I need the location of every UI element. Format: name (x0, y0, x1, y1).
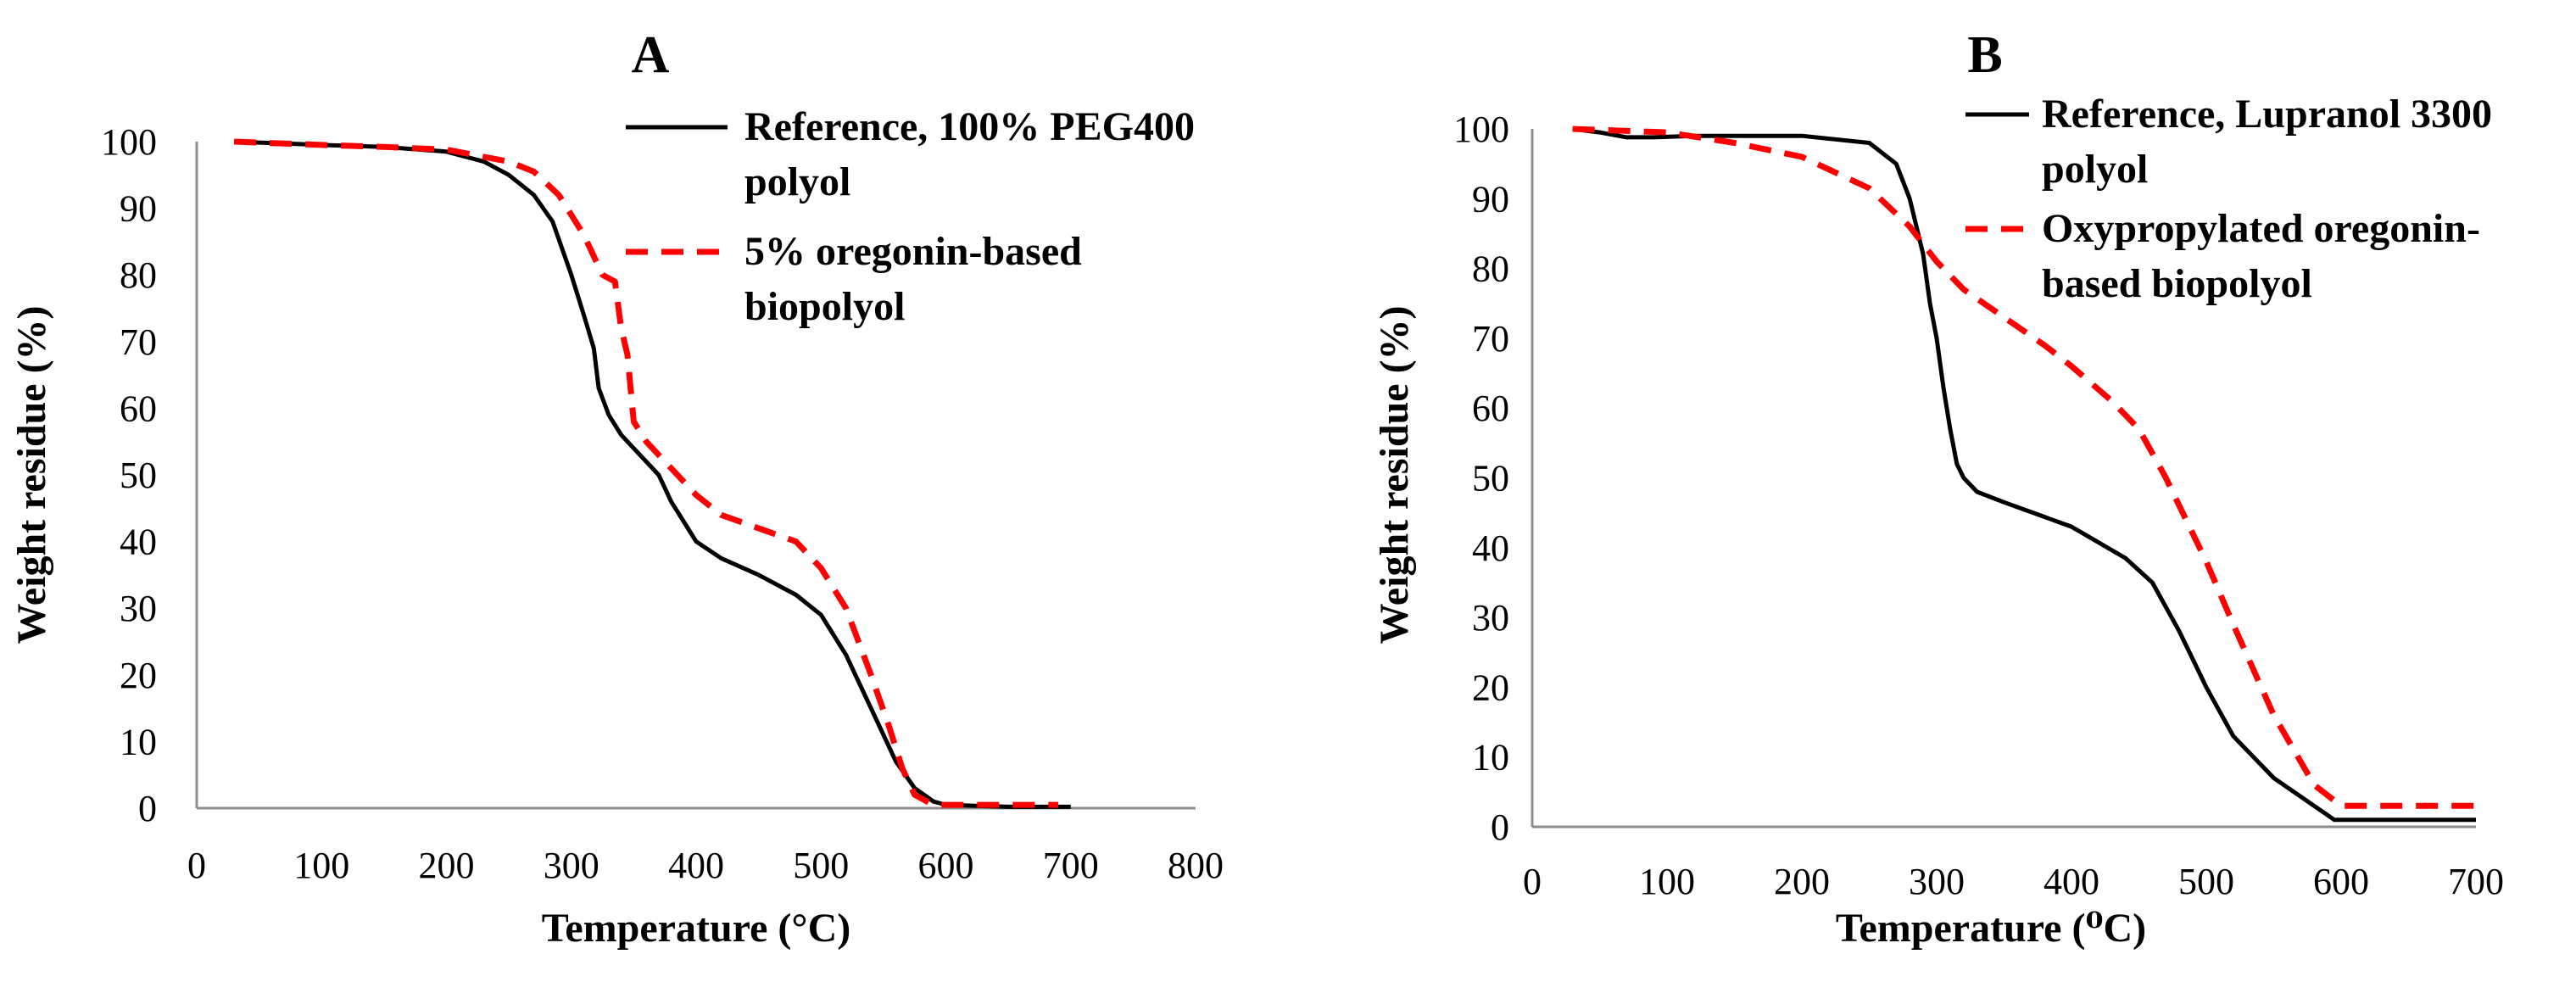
x-tick-label: 100 (293, 845, 349, 886)
legend-label-1: polyol (744, 159, 850, 204)
series-line-1 (234, 139, 1071, 809)
y-tick-label: 20 (120, 655, 157, 696)
y-tick-label: 90 (120, 188, 157, 230)
series-line-2 (1572, 126, 2476, 809)
series-line-2 (234, 138, 1058, 808)
x-tick-label: 800 (1168, 845, 1224, 886)
y-tick-label: 60 (120, 388, 157, 429)
y-tick-label: 10 (1472, 737, 1509, 778)
x-axis-title: Temperature (°C) (542, 906, 850, 951)
y-tick-label: 0 (138, 788, 157, 829)
y-tick-label: 50 (120, 455, 157, 496)
y-tick-label: 0 (1491, 806, 1509, 848)
x-tick-label: 200 (419, 845, 475, 886)
y-tick-label: 30 (1472, 597, 1509, 639)
y-tick-label: 80 (120, 254, 157, 296)
y-tick-label: 90 (1472, 178, 1509, 220)
y-tick-label: 100 (1453, 109, 1509, 150)
y-tick-label: 60 (1472, 388, 1509, 429)
x-tick-label: 600 (2313, 861, 2369, 902)
x-tick-label: 300 (544, 845, 599, 886)
x-tick-label: 700 (1043, 845, 1099, 886)
x-tick-label: 500 (793, 845, 849, 886)
panel-b: B 0 100 200 300 400 500 600 700 0 10 20 30 40 50 60 70 80… (1372, 26, 2504, 951)
y-axis-title: Weight residue (%) (9, 305, 54, 644)
y-tick-label: 10 (120, 721, 157, 762)
y-tick-label: 80 (1472, 248, 1509, 290)
y-tick-label: 30 (120, 588, 157, 629)
legend-label-1: Reference, Lupranol 3300 (2042, 92, 2492, 137)
x-tick-label: 500 (2178, 861, 2234, 902)
x-tick-label: 400 (668, 845, 724, 886)
legend-label-2: biopolyol (744, 284, 905, 329)
y-tick-label: 40 (1472, 527, 1509, 569)
x-tick-label: 300 (1909, 861, 1965, 902)
legend-label-2: Oxypropylated oregonin- (2042, 206, 2480, 251)
x-tick-label: 0 (1523, 861, 1542, 902)
y-tick-label: 100 (101, 121, 157, 163)
x-tick-label: 200 (1774, 861, 1830, 902)
y-tick-label: 50 (1472, 458, 1509, 499)
x-tick-label: 600 (918, 845, 974, 886)
panel-a: A 0 100 200 300 400 500 600 700 800 0 10 20 30 40 50 60 7… (9, 26, 1224, 951)
legend-label-1: Reference, 100% PEG400 (744, 104, 1195, 149)
y-axis-title: Weight residue (%) (1372, 305, 1417, 644)
y-tick-label: 70 (1472, 318, 1509, 360)
x-axis-title: Temperature (⁰C) (1836, 906, 2146, 951)
legend-label-1: polyol (2042, 147, 2148, 192)
legend-label-2: based biopolyol (2042, 261, 2312, 306)
x-tick-label: 400 (2044, 861, 2099, 902)
y-tick-label: 40 (120, 522, 157, 563)
x-tick-label: 100 (1639, 861, 1695, 902)
series-line-1 (1572, 126, 2476, 823)
legend-label-2: 5% oregonin-based (744, 229, 1082, 274)
y-tick-label: 20 (1472, 667, 1509, 708)
panel-label: A (632, 26, 670, 84)
x-tick-label: 0 (187, 845, 206, 886)
y-tick-label: 70 (120, 321, 157, 363)
x-tick-label: 700 (2448, 861, 2504, 902)
panel-label: B (1967, 26, 2002, 84)
